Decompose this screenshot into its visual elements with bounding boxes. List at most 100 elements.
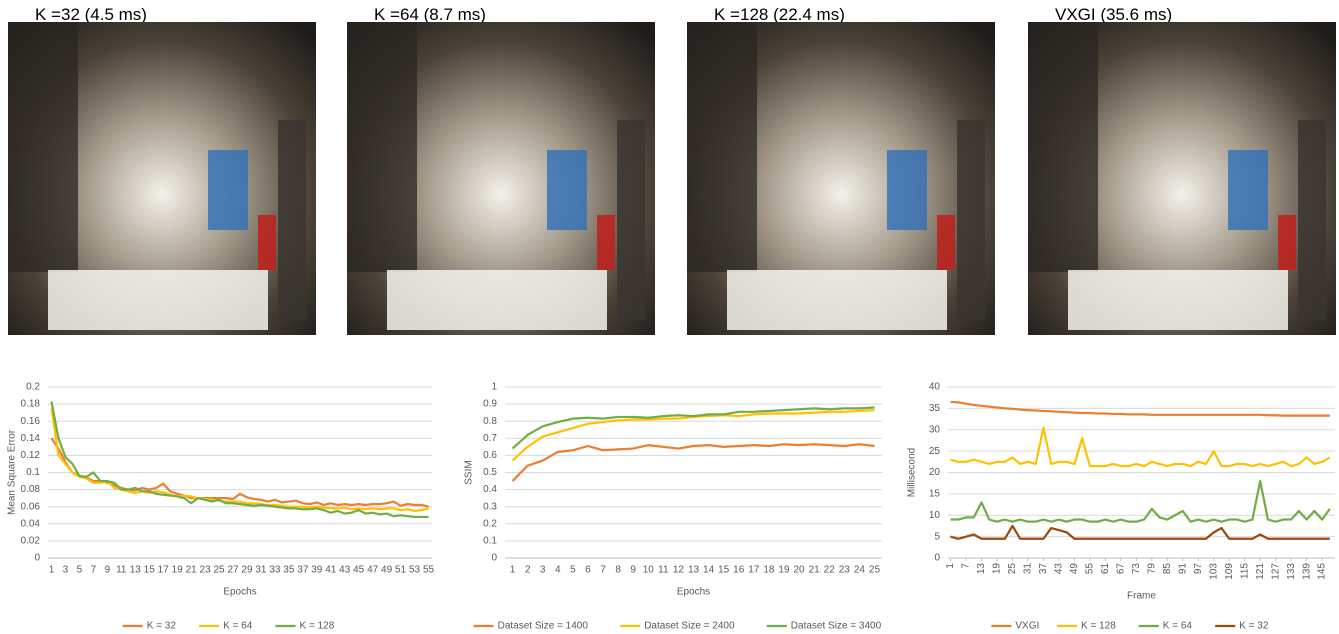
legend-label: K = 64: [223, 621, 253, 632]
x-tick-label: 1: [510, 565, 516, 576]
x-tick-label: 115: [1239, 563, 1250, 579]
y-tick-label: 0.7: [483, 433, 497, 444]
x-axis-title: Epochs: [223, 587, 256, 598]
wall-left: [347, 22, 417, 272]
y-tick-label: 0.4: [483, 484, 497, 495]
x-tick-label: 3: [540, 565, 546, 576]
x-tick-label: 21: [809, 565, 821, 576]
x-tick-label: 51: [395, 565, 407, 576]
column: [278, 120, 306, 320]
x-tick-label: 19: [778, 565, 790, 576]
y-tick-label: 0: [491, 553, 497, 564]
x-tick-label: 49: [1069, 563, 1080, 575]
chart: 00.10.20.30.40.50.60.70.80.911 2 3 4 5 6 7 8 9 10…: [464, 382, 882, 632]
x-tick-label: 13: [688, 565, 700, 576]
x-tick-label: 12: [673, 565, 685, 576]
y-tick-label: 0: [934, 553, 940, 564]
x-tick-label: 24: [854, 565, 866, 576]
x-tick-label: 145: [1317, 563, 1328, 580]
x-tick-label: 133: [1286, 563, 1297, 580]
y-tick-label: 25: [929, 446, 941, 457]
floor: [48, 270, 268, 330]
floor: [387, 270, 607, 330]
x-tick-label: 43: [1054, 563, 1065, 575]
x-tick-label: 7: [600, 565, 606, 576]
panel-title: K =128 (22.4 ms): [714, 5, 845, 24]
x-tick-label: 67: [1116, 563, 1127, 575]
series-line: [950, 400, 1330, 417]
x-tick-label: 91: [1177, 563, 1188, 575]
wall-left: [1028, 22, 1098, 272]
x-tick-label: 23: [200, 565, 212, 576]
legend-label: K = 32: [147, 621, 177, 632]
banner-blue: [887, 150, 927, 230]
x-tick-label: 43: [339, 565, 351, 576]
x-tick-label: 14: [703, 565, 715, 576]
legend-label: VXGI: [1015, 621, 1039, 632]
x-tick-label: 16: [733, 565, 745, 576]
y-tick-label: 0.2: [26, 382, 40, 393]
x-tick-label: 11: [658, 565, 669, 576]
y-tick-label: 35: [929, 403, 941, 414]
x-tick-label: 13: [976, 563, 987, 575]
x-tick-label: 19: [172, 565, 184, 576]
banner-red: [258, 215, 276, 270]
y-tick-label: 0.1: [483, 536, 497, 547]
chart: 0 5 10 15 20 25 30 35 40 1 7 13 19 25 31 37 43 49 55 61 67 73…: [907, 382, 1335, 632]
y-axis-title: Mean Square Error: [7, 429, 18, 515]
panel-title: K =32 (4.5 ms): [35, 5, 147, 24]
x-tick-label: 49: [381, 565, 393, 576]
x-tick-label: 31: [1023, 563, 1034, 575]
legend-label: Dataset Size = 3400: [791, 621, 882, 632]
x-tick-label: 45: [353, 565, 365, 576]
panel-title: K =64 (8.7 ms): [374, 5, 486, 24]
y-tick-label: 0.6: [483, 450, 497, 461]
x-tick-label: 73: [1131, 563, 1142, 575]
x-tick-label: 5: [570, 565, 576, 576]
x-tick-label: 109: [1224, 563, 1235, 580]
x-tick-label: 4: [555, 565, 561, 576]
series-line: [50, 401, 429, 519]
x-tick-label: 15: [718, 565, 730, 576]
panel-title: VXGI (35.6 ms): [1055, 5, 1172, 24]
column: [957, 120, 985, 320]
floor: [727, 270, 947, 330]
legend-label: K = 32: [1239, 621, 1269, 632]
legend-label: Dataset Size = 1400: [498, 621, 589, 632]
series-line: [511, 443, 875, 482]
y-tick-label: 30: [929, 424, 941, 435]
y-tick-label: 40: [929, 382, 941, 393]
x-tick-label: 3: [63, 565, 69, 576]
series-line: [50, 437, 429, 508]
x-tick-label: 35: [283, 565, 295, 576]
x-tick-label: 15: [144, 565, 156, 576]
series-line: [950, 426, 1331, 468]
x-tick-label: 17: [158, 565, 170, 576]
legend-label: K = 128: [1081, 621, 1116, 632]
y-tick-label: 0.9: [483, 399, 497, 410]
x-tick-label: 8: [615, 565, 621, 576]
x-axis-title: Epochs: [677, 587, 710, 598]
x-tick-label: 61: [1100, 563, 1111, 575]
x-tick-label: 25: [213, 565, 225, 576]
x-tick-label: 21: [186, 565, 198, 576]
x-tick-label: 37: [1038, 563, 1049, 575]
y-tick-label: 1: [491, 382, 497, 393]
wall-left: [687, 22, 757, 272]
y-tick-label: 5: [934, 531, 940, 542]
y-tick-label: 0.08: [21, 484, 41, 495]
y-tick-label: 0.04: [21, 518, 41, 529]
series-line: [950, 524, 1330, 540]
floor: [1068, 270, 1288, 330]
y-tick-label: 0.8: [483, 416, 497, 427]
y-tick-label: 0: [34, 553, 40, 564]
x-tick-label: 25: [869, 565, 881, 576]
x-tick-label: 13: [130, 565, 142, 576]
series-line: [50, 408, 429, 513]
series-line: [511, 408, 875, 462]
x-axis-title: Frame: [1127, 591, 1156, 602]
y-tick-label: 10: [929, 510, 941, 521]
y-tick-label: 0.14: [21, 433, 41, 444]
x-tick-label: 10: [643, 565, 655, 576]
x-tick-label: 103: [1208, 563, 1219, 580]
